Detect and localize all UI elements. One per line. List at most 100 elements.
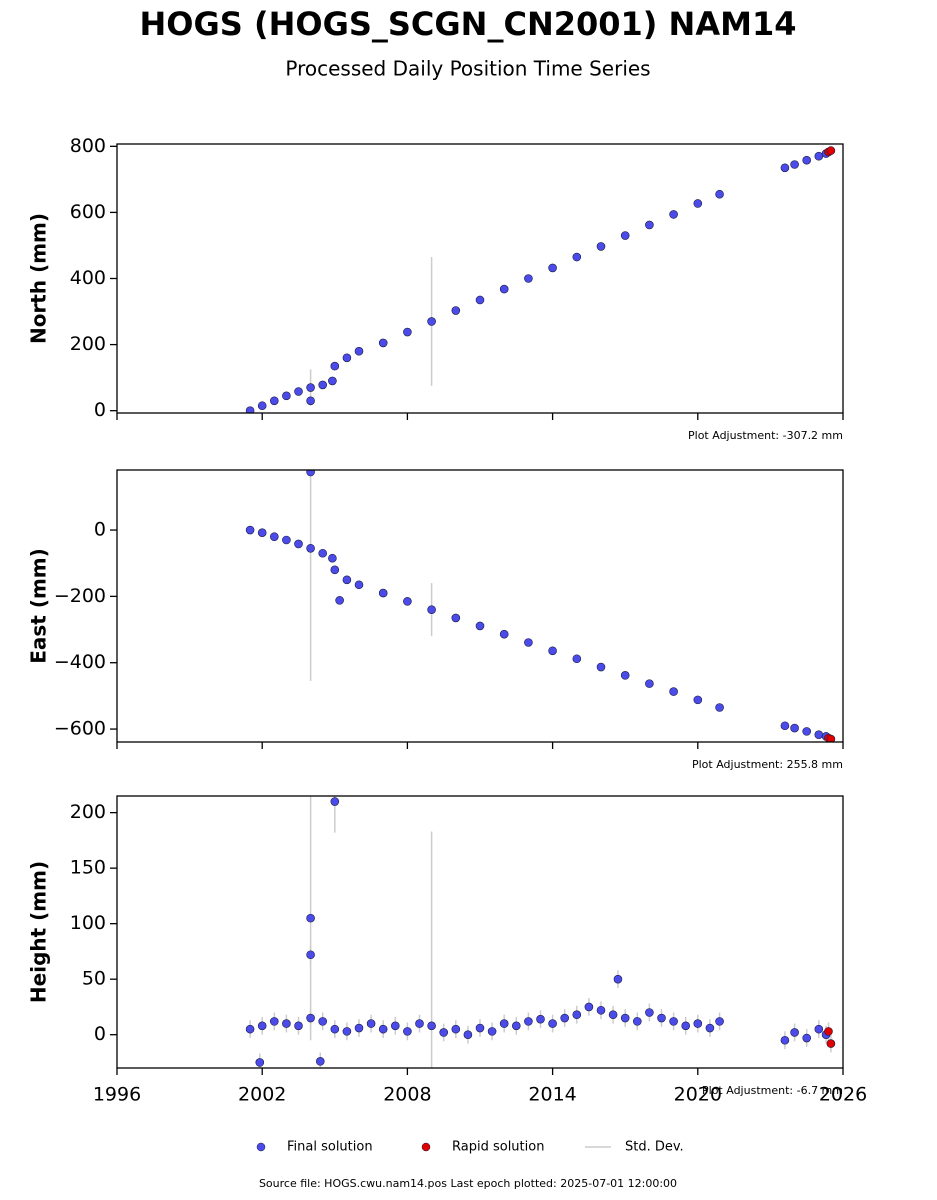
point xyxy=(645,1008,654,1017)
y-tick-label: 0 xyxy=(94,1023,106,1045)
axes-frame xyxy=(116,469,844,743)
point xyxy=(463,1030,473,1039)
point xyxy=(780,721,790,731)
plot-area xyxy=(245,146,836,413)
point xyxy=(572,654,582,664)
point xyxy=(790,1028,799,1037)
point xyxy=(802,727,812,736)
point xyxy=(814,1024,824,1034)
point xyxy=(572,252,582,262)
legend-marker xyxy=(421,1142,431,1152)
point xyxy=(645,220,654,230)
point xyxy=(693,695,703,705)
point xyxy=(330,565,340,575)
x-tick-label: 2026 xyxy=(819,1084,867,1106)
point xyxy=(294,387,303,396)
axes-frame xyxy=(116,795,844,1069)
point xyxy=(342,1027,352,1036)
point xyxy=(335,596,344,605)
annotation: Plot Adjustment: 255.8 mm xyxy=(692,758,843,771)
point xyxy=(645,679,654,688)
point xyxy=(306,543,315,553)
point xyxy=(306,1013,315,1023)
point xyxy=(257,528,267,537)
point xyxy=(269,396,279,406)
point xyxy=(499,1019,509,1028)
annotation: Plot Adjustment: -6.7 mm xyxy=(702,1084,843,1097)
point xyxy=(427,317,436,326)
point xyxy=(715,189,724,199)
point xyxy=(548,263,557,273)
point xyxy=(608,1010,618,1020)
point xyxy=(354,346,364,356)
y-tick-label: 200 xyxy=(70,333,106,355)
point xyxy=(705,1023,715,1033)
point xyxy=(282,391,291,401)
point xyxy=(802,1033,812,1043)
point xyxy=(342,575,352,585)
point xyxy=(245,406,255,413)
point xyxy=(572,1010,582,1020)
point xyxy=(548,646,557,656)
point xyxy=(306,470,315,477)
point xyxy=(826,146,836,155)
point xyxy=(536,1014,545,1024)
axes-frame xyxy=(116,143,844,414)
point xyxy=(524,274,533,283)
point xyxy=(403,1027,412,1036)
point xyxy=(596,662,606,672)
point xyxy=(330,797,340,806)
point xyxy=(548,1019,557,1028)
point xyxy=(269,1017,279,1026)
point xyxy=(826,734,836,742)
point xyxy=(306,950,315,960)
point xyxy=(354,1023,364,1033)
x-tick-label: 2014 xyxy=(528,1084,576,1106)
point xyxy=(318,380,328,390)
point xyxy=(366,1019,376,1028)
point xyxy=(427,1021,436,1031)
point xyxy=(499,629,509,639)
legend-label: Std. Dev. xyxy=(625,1140,684,1155)
point xyxy=(693,1019,703,1028)
point xyxy=(354,580,364,590)
x-tick-label: 2002 xyxy=(238,1084,286,1106)
point xyxy=(560,1013,570,1023)
subtitle: Processed Daily Position Time Series xyxy=(285,57,650,81)
y-axis-label: North (mm) xyxy=(27,213,51,344)
point xyxy=(403,597,412,606)
y-tick-label: −600 xyxy=(54,718,106,740)
point xyxy=(378,588,388,598)
point xyxy=(632,1017,642,1026)
point xyxy=(282,1019,291,1028)
point xyxy=(427,605,436,614)
point xyxy=(814,730,824,740)
point xyxy=(620,231,630,240)
point xyxy=(245,525,255,535)
point xyxy=(596,242,606,251)
point xyxy=(306,396,315,406)
x-tick-label: 2020 xyxy=(674,1084,722,1106)
y-axis-label: East (mm) xyxy=(27,548,51,664)
point xyxy=(681,1021,691,1031)
point xyxy=(255,1058,265,1067)
point xyxy=(451,306,461,315)
point xyxy=(802,155,812,165)
point xyxy=(439,1028,449,1037)
point xyxy=(826,1039,836,1048)
point xyxy=(620,671,630,680)
y-tick-label: −400 xyxy=(54,651,106,673)
point xyxy=(257,401,267,411)
y-tick-label: 800 xyxy=(70,135,106,157)
point xyxy=(669,210,678,219)
point xyxy=(315,1057,325,1066)
point xyxy=(475,621,485,631)
point xyxy=(294,1021,303,1031)
point xyxy=(613,974,623,984)
plot-area xyxy=(245,796,836,1068)
point xyxy=(318,548,328,558)
point xyxy=(328,376,337,386)
title: HOGS (HOGS_SCGN_CN2001) NAM14 xyxy=(140,5,797,43)
point xyxy=(657,1013,666,1023)
point xyxy=(306,383,315,392)
